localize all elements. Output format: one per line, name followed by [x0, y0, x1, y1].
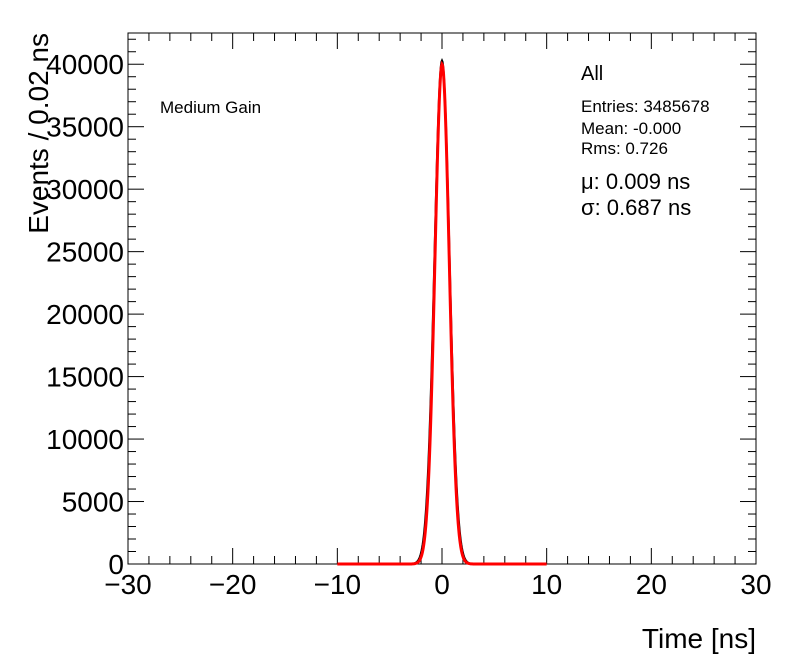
fit-mu: μ: 0.009 ns: [581, 169, 690, 194]
y-tick-label: 30000: [46, 174, 124, 205]
y-tick-label: 5000: [62, 487, 124, 518]
x-tick-label: −20: [209, 569, 257, 600]
stats-title: All: [581, 63, 603, 85]
stats-mean: Mean: -0.000: [581, 119, 681, 138]
gain-annotation: Medium Gain: [160, 98, 261, 117]
y-axis-ticks: [128, 38, 756, 565]
y-tick-label: 0: [108, 549, 124, 580]
stats-entries: Entries: 3485678: [581, 97, 710, 116]
x-axis-tick-labels: −30 −20 −10 0 10 20 30: [104, 569, 771, 600]
gaussian-fit-series: [337, 60, 547, 566]
x-tick-label: 10: [531, 569, 562, 600]
x-tick-label: 0: [434, 569, 450, 600]
y-tick-label: 10000: [46, 424, 124, 455]
y-axis-tick-labels: 0 5000 10000 15000 20000 25000 30000 35000 40000: [46, 49, 124, 580]
stats-rms: Rms: 0.726: [581, 139, 668, 158]
y-tick-label: 25000: [46, 237, 124, 268]
y-tick-label: 15000: [46, 362, 124, 393]
y-axis-title: Events / 0.02 ns: [23, 33, 54, 234]
fit-sigma: σ: 0.687 ns: [581, 195, 691, 220]
x-tick-label: −10: [314, 569, 362, 600]
y-tick-label: 35000: [46, 112, 124, 143]
y-tick-label: 40000: [46, 49, 124, 80]
y-tick-label: 20000: [46, 299, 124, 330]
x-tick-label: −30: [104, 569, 152, 600]
x-axis-title: Time [ns]: [642, 623, 756, 654]
x-axis-ticks: [127, 33, 757, 564]
x-tick-label: 20: [636, 569, 667, 600]
x-tick-label: 30: [740, 569, 771, 600]
histogram-series: [410, 57, 474, 565]
